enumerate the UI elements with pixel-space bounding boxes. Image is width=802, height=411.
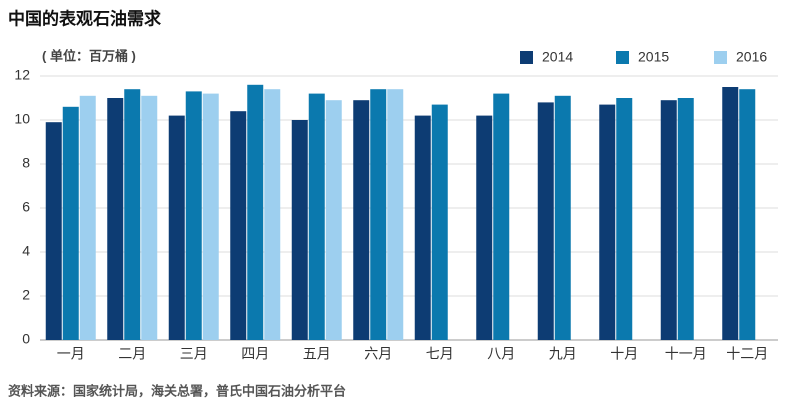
legend-label: 2015 (638, 49, 669, 65)
bar (370, 89, 387, 340)
bar (599, 104, 616, 340)
x-tick-label: 五月 (303, 346, 331, 362)
bar (45, 122, 62, 340)
legend-swatch (714, 51, 727, 64)
x-tick-label: 十月 (610, 346, 638, 362)
bar (62, 106, 79, 340)
bar (414, 115, 431, 340)
y-tick-label: 12 (14, 67, 30, 83)
y-tick-label: 8 (22, 155, 30, 171)
x-tick-label: 二月 (118, 346, 146, 362)
y-tick-label: 0 (22, 331, 30, 347)
x-tick-label: 十一月 (665, 346, 707, 362)
bar (476, 115, 493, 340)
bar (185, 91, 202, 341)
bar (230, 111, 247, 340)
bar (325, 100, 342, 340)
bar (353, 100, 370, 340)
bar (431, 104, 448, 340)
legend-label: 2016 (736, 49, 767, 65)
y-tick-label: 4 (22, 243, 30, 259)
bar (202, 93, 219, 340)
bar (616, 98, 633, 340)
bar (247, 84, 264, 340)
bar (493, 93, 510, 340)
bar (107, 98, 124, 340)
x-tick-label: 三月 (180, 346, 208, 362)
legend-label: 2014 (542, 49, 573, 65)
x-tick-label: 六月 (364, 346, 392, 362)
x-tick-label: 十二月 (726, 346, 768, 362)
bar (124, 89, 141, 340)
bar (79, 95, 96, 340)
bar (168, 115, 185, 340)
x-tick-label: 四月 (241, 346, 269, 362)
bar (387, 89, 404, 340)
bar (291, 120, 308, 340)
bar (537, 102, 554, 341)
bar (308, 93, 325, 340)
y-tick-label: 6 (22, 199, 30, 215)
bar (660, 100, 677, 340)
x-tick-label: 七月 (426, 346, 454, 362)
bar (554, 95, 571, 340)
bar (264, 89, 281, 340)
x-tick-label: 一月 (57, 346, 85, 362)
chart-subtitle: ( 单位：百万桶 ) (42, 48, 136, 63)
bar (677, 98, 694, 340)
x-tick-label: 九月 (549, 346, 577, 362)
legend-swatch (616, 51, 629, 64)
bar (722, 87, 739, 340)
y-tick-label: 10 (14, 111, 30, 127)
bar (739, 89, 756, 340)
y-tick-label: 2 (22, 287, 30, 303)
source-note: 资料来源：国家统计局，海关总署，普氏中国石油分析平台 (8, 383, 346, 398)
bar (141, 95, 158, 340)
legend-swatch (520, 51, 533, 64)
x-tick-label: 八月 (487, 346, 515, 362)
chart-title: 中国的表观石油需求 (8, 8, 161, 28)
